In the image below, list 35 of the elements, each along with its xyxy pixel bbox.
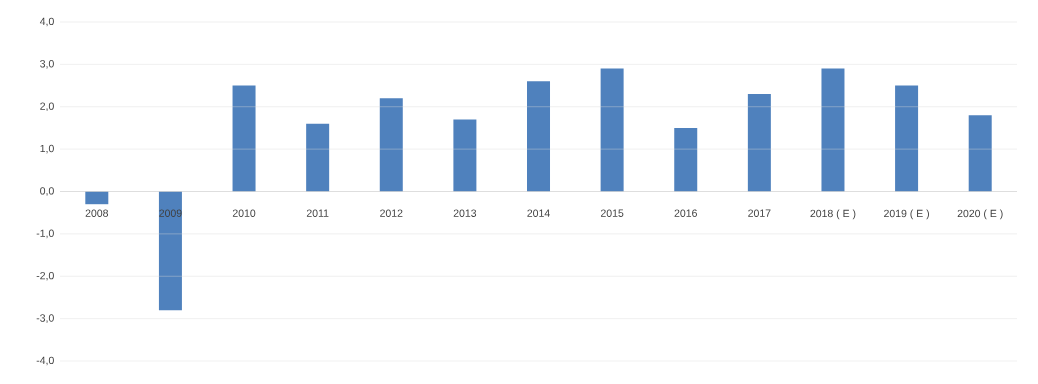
bar [821,68,845,192]
x-tick-label: 2014 [527,209,550,217]
x-tick-label: 2008 [85,209,109,217]
y-tick-label: 0,0 [40,187,54,196]
x-tick-label: 2018 ( E ) [810,209,856,220]
bar [968,115,992,192]
bar [158,191,182,311]
x-tick-label: 2019 ( E ) [884,209,929,220]
bar [85,191,109,205]
x-tick-label: 2020 ( E ) [957,209,1003,220]
bar [527,81,551,192]
y-tick-label: -1,0 [36,229,54,239]
x-tick-label: 2009 [159,209,182,217]
y-tick-label: 2,0 [40,102,54,112]
x-tick-label: 2011 [306,209,329,217]
bar [747,94,771,192]
bar [895,85,919,192]
x-tick-label: 2016 [674,209,697,217]
bar [674,127,698,192]
y-tick-label: -2,0 [36,271,54,281]
bar [306,123,330,192]
bar [453,119,477,192]
x-tick-label: 2012 [380,209,403,217]
bar [600,68,624,192]
bar [232,85,256,192]
y-tick-label: 4,0 [39,17,54,27]
bar [379,98,403,192]
x-tick-label: 2017 [748,209,771,217]
x-tick-label: 2015 [600,209,624,217]
y-tick-label: -3,0 [36,314,54,323]
x-tick-label: 2010 [232,209,256,217]
y-tick-label: 1,0 [40,144,54,154]
x-tick-label: 2013 [453,209,477,217]
y-tick-label: 3,0 [40,60,54,69]
y-tick-label: -4,0 [36,356,54,366]
